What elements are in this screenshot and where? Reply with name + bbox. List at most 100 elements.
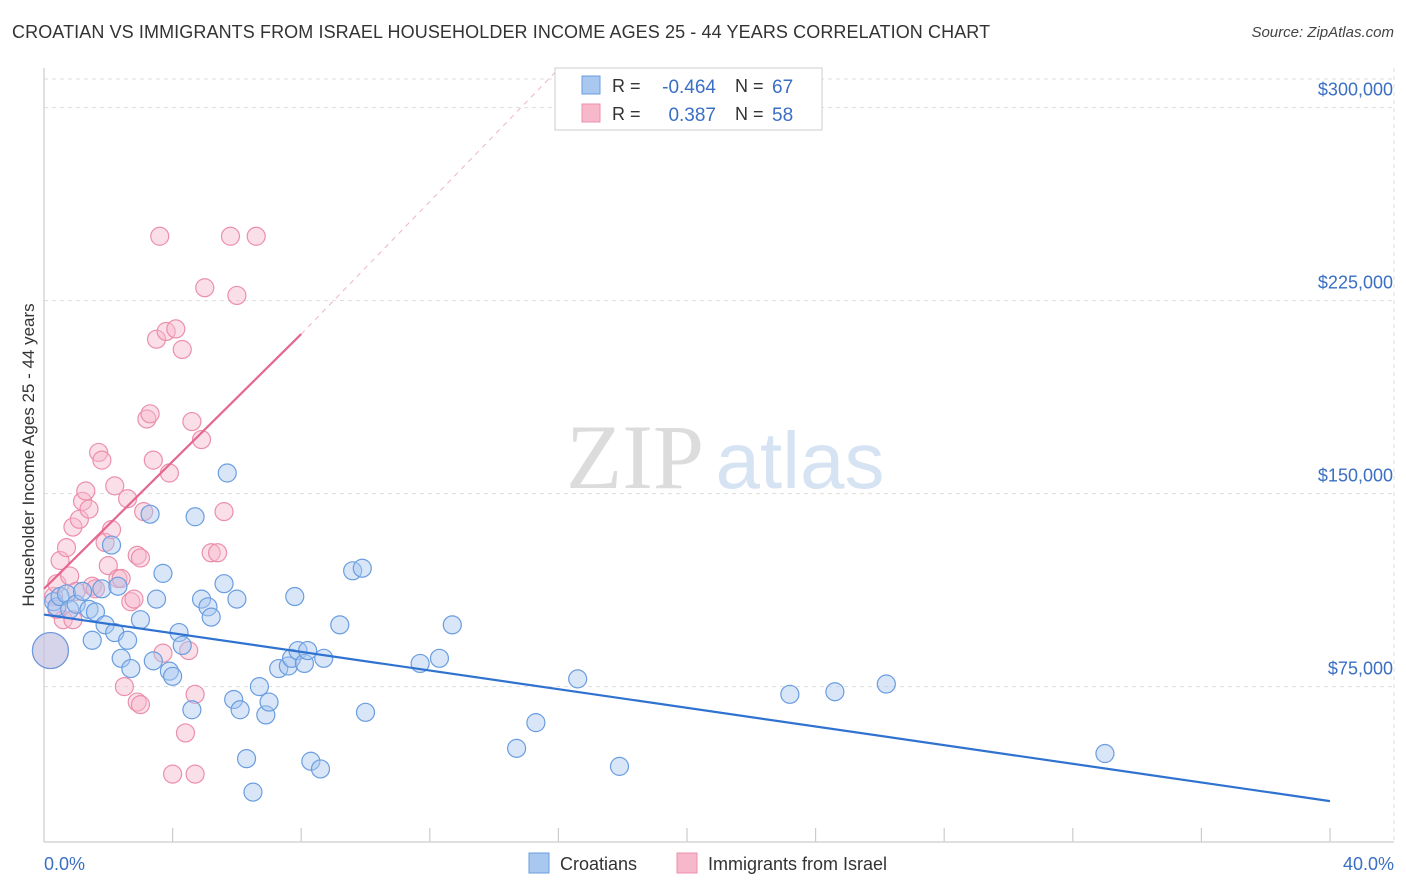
croatian-point-39	[243, 782, 263, 802]
bottom-legend-label-israel: Immigrants from Israel	[708, 854, 887, 874]
croatian-point-55	[352, 558, 372, 578]
croatian-point-56	[355, 702, 376, 722]
bottom-legend-swatch-croatians	[528, 852, 550, 874]
croatian-point-44	[278, 656, 298, 676]
legend-r-label-2: R =	[612, 104, 641, 124]
croatian-point-33	[214, 574, 234, 594]
croatian-point-63	[609, 756, 630, 776]
croatian-point-31	[198, 597, 218, 617]
israel-point-24	[117, 489, 138, 509]
y-tick-label-3: $300,000	[1318, 80, 1393, 100]
croatian-point-21	[143, 651, 163, 671]
israel-point-30	[137, 409, 157, 429]
croatian-point-53	[330, 615, 350, 635]
legend-n-value-1: 67	[772, 77, 793, 98]
croatian-point-15	[108, 576, 128, 596]
legend-r-label-1: R =	[612, 76, 641, 96]
israel-point-35	[153, 643, 173, 663]
israel-point-39	[166, 319, 186, 339]
croatian-point-30	[191, 589, 212, 609]
chart-title: CROATIAN VS IMMIGRANTS FROM ISRAEL HOUSE…	[12, 22, 991, 42]
israel-point-49	[214, 502, 234, 522]
watermark-zip: ZIP	[566, 406, 704, 508]
croatian-point-51	[310, 759, 331, 779]
x-tick-label-max: 40.0%	[1343, 854, 1394, 874]
bottom-legend-swatch-israel	[676, 852, 698, 874]
croatian-point-28	[182, 700, 202, 720]
watermark: ZIP atlas	[566, 406, 884, 508]
trendline-israel-extension	[300, 68, 559, 335]
croatian-point-40	[249, 676, 270, 697]
croatian-point-59	[442, 615, 462, 635]
israel-point-23	[114, 676, 134, 697]
croatian-point-11	[92, 579, 112, 599]
israel-point-42	[179, 640, 199, 661]
israel-point-16	[92, 450, 112, 470]
croatian-point-7	[72, 581, 93, 601]
croatian-point-34	[217, 463, 237, 483]
israel-point-38	[163, 764, 183, 784]
croatian-point-13	[101, 535, 122, 555]
croatian-point-29	[185, 507, 205, 527]
croatian-point-49	[298, 640, 318, 661]
israel-point-56	[79, 499, 99, 519]
croatian-point-16	[111, 648, 131, 668]
croatian-point-4	[56, 584, 77, 604]
israel-point-11	[72, 491, 93, 511]
israel-point-45	[191, 429, 212, 450]
croatian-point-37	[230, 700, 250, 720]
croatian-point-50	[301, 751, 321, 771]
croatian-point-22	[146, 589, 167, 609]
israel-point-52	[246, 226, 266, 246]
croatian-point-52	[314, 648, 334, 668]
croatian-point-32	[201, 607, 221, 627]
series-israel-points	[31, 226, 266, 784]
israel-point-27	[127, 545, 147, 565]
croatian-point-38	[236, 749, 257, 769]
croatian-point-19	[130, 610, 151, 630]
croatian-point-35	[224, 689, 244, 710]
series-croatians-points	[31, 463, 1115, 802]
israel-point-20	[105, 476, 125, 496]
israel-point-55	[185, 764, 205, 784]
israel-point-46	[195, 278, 215, 298]
israel-point-28	[130, 548, 151, 568]
israel-point-31	[140, 404, 160, 424]
croatian-point-18	[121, 658, 141, 679]
croatian-point-23	[153, 563, 173, 583]
israel-point-33	[146, 329, 167, 349]
israel-point-22	[111, 568, 131, 589]
croatian-point-62	[568, 669, 588, 689]
israel-point-6	[56, 538, 77, 558]
israel-point-47	[201, 543, 221, 563]
y-tick-label-1: $150,000	[1318, 466, 1393, 486]
croatian-point-17	[117, 630, 138, 650]
israel-point-48	[208, 543, 228, 563]
trend-layer	[43, 68, 1331, 803]
legend-n-value-2: 58	[772, 105, 793, 126]
y-tick-label-2: $225,000	[1318, 273, 1393, 293]
trendline-croatians	[43, 613, 1331, 803]
israel-point-50	[220, 226, 241, 246]
croatian-point-60	[507, 738, 527, 758]
israel-point-41	[175, 723, 196, 743]
legend-r-value-2: 0.387	[668, 105, 716, 126]
legend-n-label-2: N =	[735, 104, 764, 124]
israel-point-32	[143, 450, 163, 470]
croatian-point-0	[31, 631, 70, 670]
israel-point-43	[182, 411, 202, 432]
israel-point-25	[121, 592, 141, 612]
israel-point-40	[172, 339, 192, 360]
legend-r-value-1: -0.464	[662, 77, 716, 98]
croatian-point-61	[526, 713, 546, 733]
israel-point-37	[159, 463, 179, 483]
croatian-point-20	[140, 504, 160, 524]
croatian-point-64	[780, 684, 800, 704]
legend-n-label-1: N =	[735, 76, 764, 96]
croatian-point-9	[82, 630, 102, 650]
series-legend: Croatians Immigrants from Israel	[528, 852, 887, 874]
israel-point-34	[150, 226, 170, 246]
israel-point-51	[227, 285, 247, 306]
israel-point-53	[127, 692, 147, 712]
